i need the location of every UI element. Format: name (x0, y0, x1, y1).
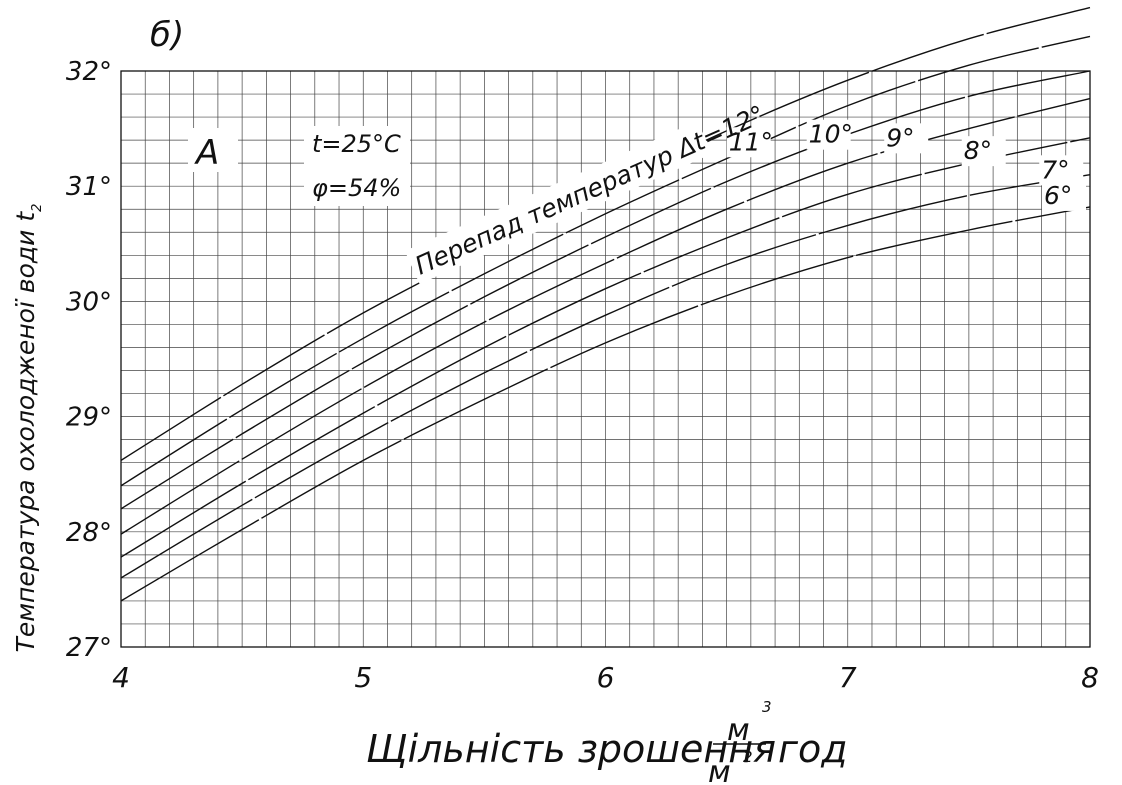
y-axis-title-text: Температура охолодженої води t (11, 211, 40, 653)
series-line (120, 97, 1091, 535)
y-tick-label: 28° (66, 518, 112, 548)
curve-label-bg (961, 136, 1006, 167)
curve-label-bg (884, 123, 929, 154)
x-tick-label: 5 (354, 661, 372, 694)
x-unit-numerator: м (727, 713, 750, 748)
y-tick-label: 30° (66, 287, 112, 317)
y-axis-title: Температура охолодженої води t2 (11, 204, 45, 653)
x-tick-label: 6 (597, 661, 615, 694)
y-tick-label: 27° (66, 633, 112, 663)
x-tick-label: 7 (839, 661, 857, 694)
curve-labels: 11° 10° 9° 8° 7°6° (726, 119, 1086, 211)
curve-label: 9° (886, 123, 914, 152)
curve-label-bg (1042, 180, 1086, 211)
curve-label: 8° (964, 136, 992, 165)
region-label-bg (188, 128, 238, 172)
y-tick-label: 32° (66, 57, 112, 87)
x-tick-labels: 4 5 6 7 8 (112, 661, 1099, 694)
series-line (120, 206, 1091, 602)
y-tick-label: 29° (66, 403, 112, 433)
curve-label: 10° (809, 120, 853, 149)
curve-label: 11° (729, 127, 773, 156)
y-axis-title-group: Температура охолодженої води t2 (11, 204, 45, 653)
plot-frame (120, 70, 1091, 648)
curve-family-label-bg (404, 120, 712, 284)
curve-family-label: Перепад температур Δt=12° (411, 100, 769, 281)
x-axis-title: Щільність зрошення (366, 727, 776, 771)
conditions-bg (304, 126, 410, 206)
curve-label: 7° (1041, 155, 1069, 184)
condition-humidity: φ=54% (312, 174, 401, 202)
series-line (120, 174, 1091, 579)
series-line (120, 70, 1091, 510)
curve-label: 6° (1044, 181, 1072, 210)
x-unit-denominator: м (708, 755, 731, 785)
curve-label-bg (806, 119, 851, 150)
x-unit-suffix: год (778, 727, 848, 771)
figure-label: б) (150, 15, 184, 55)
chart-grid (121, 71, 1090, 647)
curve-label-bg (726, 127, 771, 158)
series-line (120, 137, 1091, 558)
x-tick-label: 4 (112, 661, 130, 694)
condition-temperature: t=25°C (312, 130, 401, 158)
curve-label-bg (1039, 155, 1084, 186)
region-label: A (194, 133, 219, 173)
y-tick-labels: 27° 28° 29° 30° 31° 32° (66, 57, 112, 663)
x-axis-unit: м 3 м 2 год (708, 698, 848, 785)
series-line (120, 35, 1091, 487)
y-tick-label: 31° (66, 172, 112, 202)
x-unit-numerator-exp: 3 (762, 698, 772, 716)
y-axis-title-subscript: 2 (30, 204, 45, 212)
x-unit-denominator-exp: 2 (743, 748, 753, 766)
x-tick-label: 8 (1081, 661, 1099, 694)
